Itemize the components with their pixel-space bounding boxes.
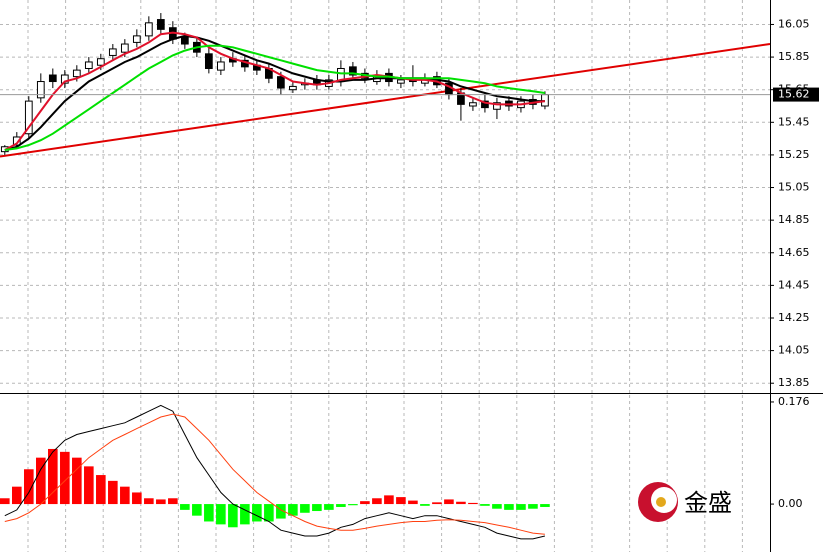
histogram-bar (144, 498, 154, 505)
y-tick-label: 14.45 (778, 278, 810, 291)
candle-body (96, 58, 105, 66)
y-tick-label: 14.85 (778, 213, 810, 226)
histogram-bar (216, 504, 226, 525)
candle-body (397, 79, 405, 84)
candle-body (216, 61, 225, 71)
histogram-bar (480, 504, 490, 506)
y-tick-label: 15.25 (778, 148, 810, 161)
candle-body (60, 74, 69, 84)
candle-body (481, 100, 489, 109)
histogram-bar (444, 499, 454, 505)
histogram-bar (312, 504, 322, 512)
histogram-bar (396, 497, 406, 505)
histogram-bar (48, 448, 58, 505)
candle-body (72, 69, 81, 78)
candle-body (48, 74, 57, 83)
histogram-bar (420, 504, 430, 506)
candle-body (180, 37, 189, 45)
histogram-bar (192, 504, 202, 516)
histogram-bar (324, 504, 334, 510)
histogram-bar (384, 495, 394, 505)
candle-body (493, 102, 501, 110)
histogram-bar (36, 457, 46, 505)
histogram-bar (300, 504, 310, 513)
y-tick-label: 0.00 (778, 497, 803, 510)
histogram-bar (528, 504, 538, 509)
histogram-bar (264, 504, 274, 522)
histogram-bar (408, 500, 418, 505)
moving-average-line (4, 31, 546, 151)
histogram-bar (60, 451, 70, 505)
logo: 金盛 (638, 482, 732, 522)
candle-body (36, 81, 45, 99)
histogram-bar (288, 504, 298, 516)
candle-body (120, 43, 129, 53)
histogram-bar (240, 504, 250, 525)
histogram-bar (252, 504, 262, 522)
histogram-bar (468, 502, 478, 505)
candle-body (12, 136, 21, 146)
moving-average-line (4, 34, 545, 151)
candle-body (156, 19, 165, 30)
histogram-bar (120, 486, 130, 505)
y-tick-label: 16.05 (778, 17, 810, 30)
histogram-bar (108, 480, 118, 505)
candle-body (289, 85, 297, 91)
histogram-bar (504, 504, 514, 510)
y-tick-label: 0.176 (778, 395, 810, 408)
current-price-box (773, 87, 819, 102)
histogram-bar (228, 504, 238, 528)
candle-body (132, 35, 141, 43)
histogram-bar (276, 504, 286, 519)
y-tick-label: 15.45 (778, 115, 810, 128)
histogram-bar (180, 504, 190, 510)
candle-body (24, 100, 33, 135)
histogram-bar (336, 504, 346, 507)
y-tick-label: 15.85 (778, 50, 810, 63)
candle-body (469, 102, 477, 107)
candle-body (349, 66, 357, 76)
macd-line (4, 413, 545, 535)
y-tick-label: 13.85 (778, 376, 810, 389)
histogram-bar (156, 499, 166, 505)
logo-icon-dot (656, 497, 666, 507)
histogram-bar (12, 486, 22, 505)
candle-body (144, 22, 153, 37)
current-price-label: 15.62 (778, 88, 810, 101)
histogram-bar (372, 498, 382, 505)
histogram-bar (0, 498, 10, 505)
histogram-bar (492, 504, 502, 509)
histogram-bar (24, 469, 34, 505)
histogram-bar (132, 492, 142, 505)
histogram-bar (204, 504, 214, 522)
histogram-bar (516, 504, 526, 510)
candle-body (277, 76, 285, 89)
candle-body (84, 61, 93, 69)
histogram-bar (456, 501, 466, 505)
moving-average-line (4, 44, 546, 151)
histogram-bar (84, 466, 94, 505)
trendline (0, 43, 771, 158)
y-tick-label: 14.65 (778, 246, 810, 259)
y-tick-label: 14.25 (778, 311, 810, 324)
y-tick-label: 15.05 (778, 181, 810, 194)
histogram-bar (432, 502, 442, 505)
histogram-bar (360, 501, 370, 505)
candle-body (108, 48, 117, 56)
histogram-bar (96, 475, 106, 505)
logo-text: 金盛 (684, 489, 732, 517)
y-tick-label: 14.05 (778, 344, 810, 357)
histogram-bar (168, 498, 178, 505)
candle-body (204, 53, 213, 69)
histogram-bar (348, 504, 358, 506)
histogram-bar (72, 457, 82, 505)
histogram-bar (540, 504, 550, 507)
